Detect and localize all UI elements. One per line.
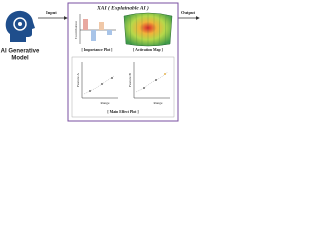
importance-caption: [ Importance Plot ] bbox=[82, 48, 113, 52]
right-x-label: Range bbox=[154, 101, 163, 105]
right-y-label: Feature B bbox=[128, 72, 132, 86]
input-label: Input bbox=[46, 10, 57, 15]
xai-title: XAI ( Explainable AI ) bbox=[96, 4, 149, 11]
main-effect-caption: [ Main Effect Plot ] bbox=[107, 110, 138, 114]
model-icon bbox=[5, 10, 36, 42]
left-y-label: Feature A bbox=[76, 73, 80, 87]
importance-y-label: Contribution bbox=[74, 21, 78, 39]
main-effect-panel bbox=[71, 56, 175, 118]
activation-caption: [ Activation Map ] bbox=[133, 48, 163, 52]
model-label: AI Generative bbox=[1, 49, 40, 55]
model-label: Model bbox=[11, 56, 29, 62]
left-x-label: Range bbox=[101, 101, 110, 105]
diagram: AI Generative Model Input Output XAI ( E… bbox=[1, 2, 200, 122]
importance-plot bbox=[79, 14, 116, 44]
main-effect-right bbox=[133, 62, 170, 99]
output-label: Output bbox=[181, 10, 196, 15]
main-effect-left bbox=[81, 62, 118, 99]
activation-map bbox=[123, 12, 173, 47]
